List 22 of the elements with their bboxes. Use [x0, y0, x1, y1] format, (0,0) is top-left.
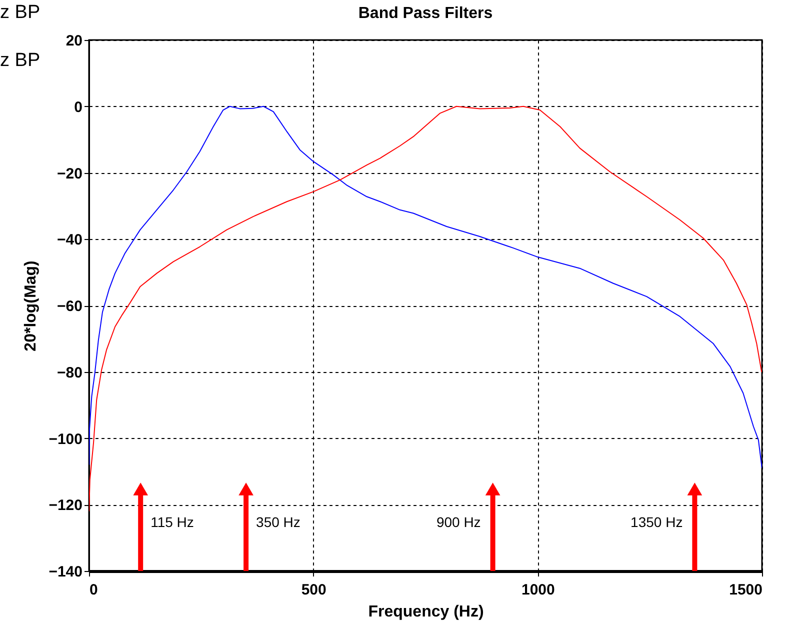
y-tick-label: −120	[48, 497, 82, 514]
x-axis-title: Frequency (Hz)	[368, 604, 484, 620]
y-tick-label: −140	[48, 564, 82, 580]
y-tick-label: −60	[57, 298, 82, 315]
x-tick-label: 500	[301, 582, 326, 598]
text: z BP	[0, 2, 40, 24]
ref-line-label: 1350 Hz	[630, 514, 683, 530]
y-tick-label: −40	[57, 232, 82, 249]
y-tick-label: 0	[74, 98, 82, 116]
y-tick-label: 20	[66, 32, 82, 50]
ref-line-label: 350 Hz	[256, 514, 300, 530]
y-tick-label: −20	[57, 165, 82, 182]
chart-title: Band Pass Filters	[358, 5, 493, 22]
ref-line-label: 115 Hz	[150, 514, 194, 530]
x-tick-label: 1500	[729, 582, 762, 598]
x-tick-label: 1000	[521, 582, 555, 598]
x-tick-label: 0	[90, 582, 98, 598]
text: z BP	[0, 50, 40, 72]
y-tick-label: −80	[57, 364, 82, 382]
y-axis-title: 20*log(Mag)	[22, 260, 40, 352]
y-tick-label: −100	[48, 430, 82, 448]
ref-line-label: 900 Hz	[436, 514, 481, 530]
